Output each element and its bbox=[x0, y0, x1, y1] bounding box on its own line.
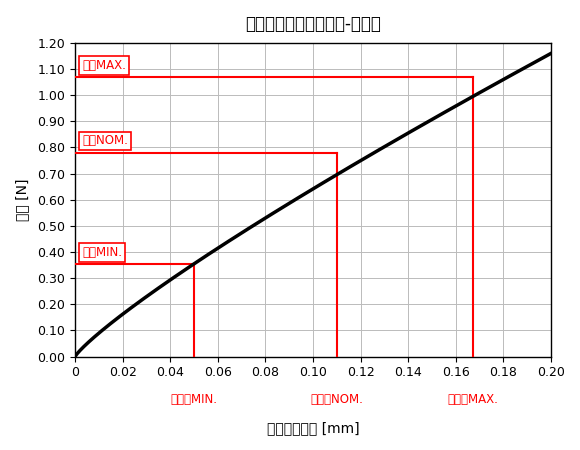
Text: 接圧MIN.: 接圧MIN. bbox=[82, 246, 122, 259]
Text: 接圧MAX.: 接圧MAX. bbox=[82, 58, 126, 72]
Text: 変位量MAX.: 変位量MAX. bbox=[447, 393, 498, 406]
Text: 変位量MIN.: 変位量MIN. bbox=[171, 393, 218, 406]
Title: コンタクト接点部接圧-変位量: コンタクト接点部接圧-変位量 bbox=[245, 15, 381, 33]
Y-axis label: 接圧 [N]: 接圧 [N] bbox=[15, 179, 29, 221]
Text: 接圧NOM.: 接圧NOM. bbox=[82, 135, 128, 148]
X-axis label: 接点部変位量 [mm]: 接点部変位量 [mm] bbox=[267, 421, 360, 435]
Text: 変位量NOM.: 変位量NOM. bbox=[310, 393, 363, 406]
